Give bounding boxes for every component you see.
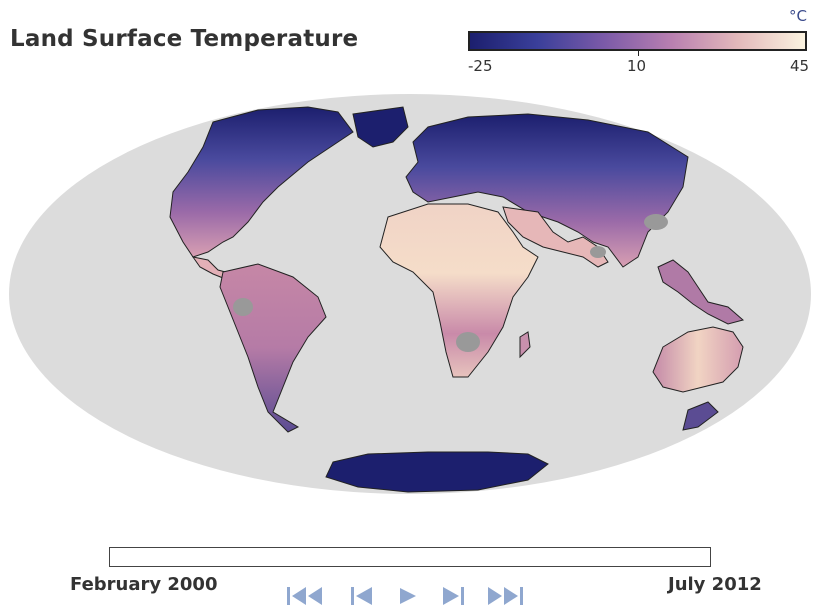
antarctica (325, 451, 549, 493)
world-temperature-map (9, 94, 811, 494)
africa (379, 203, 539, 378)
skip-to-start-icon[interactable] (284, 582, 332, 610)
eurasia (405, 113, 689, 268)
timeline-start-date: February 2000 (70, 574, 218, 595)
legend-tick-max: 45 (790, 57, 810, 75)
skip-to-end-icon[interactable] (484, 582, 532, 610)
legend-tick-mid: 10 (627, 57, 647, 75)
southeast-asia (657, 259, 745, 325)
north-america (169, 106, 354, 258)
nodata-patch (456, 332, 480, 352)
new-zealand (682, 401, 719, 431)
page-title: Land Surface Temperature (10, 26, 359, 52)
legend-tick-min: -25 (468, 57, 493, 75)
nodata-patch (233, 298, 253, 316)
arabia-india (502, 206, 609, 268)
australia (652, 326, 744, 393)
play-icon[interactable] (396, 582, 420, 610)
step-forward-icon[interactable] (439, 582, 467, 610)
playback-controls (284, 582, 534, 610)
step-back-icon[interactable] (348, 582, 376, 610)
nodata-patch (590, 246, 606, 258)
legend-unit: °C (789, 7, 807, 25)
legend-tick-mark (638, 50, 639, 56)
timeline-slider[interactable] (109, 547, 711, 567)
madagascar (519, 331, 531, 359)
color-scale-bar (468, 31, 807, 51)
timeline-end-date: July 2012 (668, 574, 762, 595)
nodata-patch (644, 214, 668, 230)
greenland (352, 106, 409, 148)
